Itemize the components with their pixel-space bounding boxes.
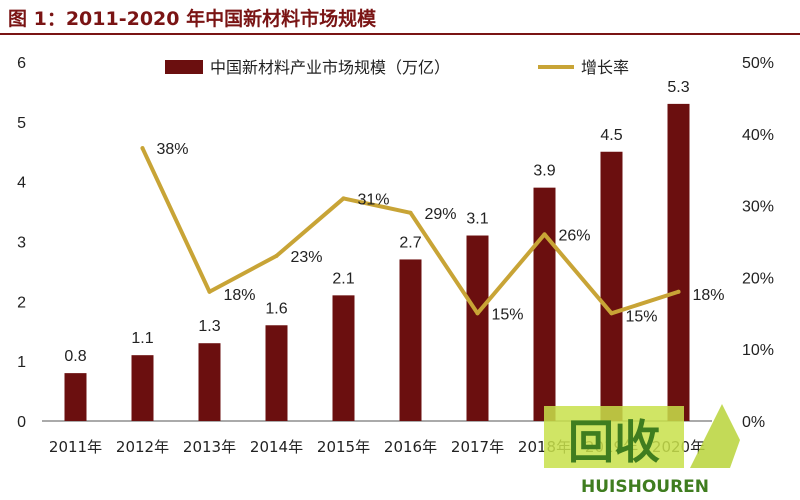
bar-value-label: 5.3: [667, 79, 689, 96]
x-tick-label: 2015年: [317, 438, 370, 456]
y-right-tick-label: 10%: [742, 342, 774, 359]
growth-line: [140, 146, 681, 316]
bar-value-label: 1.6: [265, 300, 287, 317]
y-right-tick-label: 20%: [742, 270, 774, 287]
y-right-tick-label: 50%: [742, 55, 774, 72]
growth-value-label: 38%: [157, 141, 189, 158]
growth-value-label: 18%: [693, 287, 725, 304]
legend-bar-label: 中国新材料产业市场规模（万亿）: [210, 58, 450, 77]
growth-value-label: 15%: [626, 308, 658, 325]
watermark-leaf-icon: [690, 404, 740, 468]
bar: [667, 103, 690, 421]
growth-point: [341, 196, 346, 201]
bar: [332, 295, 355, 421]
title-divider: [0, 33, 800, 35]
growth-point: [408, 210, 413, 215]
y-left-tick-label: 6: [17, 55, 26, 72]
bar-value-label: 1.3: [198, 318, 220, 335]
x-tick-label: 2011年: [49, 438, 102, 456]
watermark-main-text: 回收: [568, 415, 660, 469]
growth-point: [140, 146, 145, 151]
bar-value-label: 0.8: [64, 348, 86, 365]
growth-point: [609, 311, 614, 316]
bar: [399, 259, 422, 421]
bar: [600, 151, 623, 421]
watermark-bg: [544, 406, 684, 468]
growth-point: [475, 311, 480, 316]
y-left-tick-label: 3: [17, 235, 26, 252]
bar: [466, 235, 489, 421]
growth-value-label: 18%: [224, 287, 256, 304]
data-labels: 0.8 1.1 1.3 1.6 2.1 2.7 3.1 3.9 4.5 5.3 38% 18% 23% 3…: [64, 79, 724, 365]
growth-value-label: 31%: [358, 191, 390, 208]
bar: [131, 355, 154, 421]
bar: [265, 325, 288, 421]
growth-value-label: 15%: [492, 306, 524, 323]
y-left-tick-label: 0: [17, 414, 26, 431]
legend-line-label: 增长率: [581, 58, 629, 77]
bar-value-label: 2.7: [399, 234, 421, 251]
y-left-tick-label: 1: [17, 354, 26, 371]
bar-value-label: 4.5: [600, 127, 622, 144]
growth-point: [274, 253, 279, 258]
legend: 中国新材料产业市场规模（万亿） 增长率: [165, 58, 629, 77]
growth-point: [542, 232, 547, 237]
watermark-sub-text: HUISHOUREN: [581, 477, 709, 497]
bar-value-label: 1.1: [131, 330, 153, 347]
x-tick-label: 2016年: [384, 438, 437, 456]
growth-value-label: 26%: [559, 227, 591, 244]
bars: [64, 103, 690, 421]
watermark-sub-bg: [570, 476, 720, 496]
x-tick-label: 2013年: [183, 438, 236, 456]
y-right-tick-label: 40%: [742, 127, 774, 144]
bar: [533, 187, 556, 421]
growth-value-label: 29%: [425, 206, 457, 223]
x-tick-label: 2012年: [116, 438, 169, 456]
y-left-tick-label: 4: [17, 175, 26, 192]
bar-value-label: 3.1: [466, 211, 488, 228]
growth-point: [676, 289, 681, 294]
chart-title: 图 1：2011-2020 年中国新材料市场规模: [8, 8, 377, 30]
y-right-tick-label: 30%: [742, 199, 774, 216]
y-left-tick-label: 2: [17, 294, 26, 311]
y-right-tick-label: 0%: [742, 414, 765, 431]
bar: [64, 373, 87, 421]
axes: 0 1 2 3 4 5 6 0% 10% 20% 30% 40% 50% 2011年 2012年 2013年 2…: [17, 55, 774, 456]
legend-bar-swatch: [165, 60, 203, 74]
x-tick-label: 2017年: [451, 438, 504, 456]
watermark-logo: 回收 HUISHOUREN: [544, 404, 740, 497]
bar-value-label: 3.9: [533, 163, 555, 180]
x-tick-label: 2014年: [250, 438, 303, 456]
bar-value-label: 2.1: [332, 270, 354, 287]
growth-value-label: 23%: [291, 249, 323, 266]
growth-point: [207, 289, 212, 294]
y-left-tick-label: 5: [17, 115, 26, 132]
bar: [198, 343, 221, 421]
